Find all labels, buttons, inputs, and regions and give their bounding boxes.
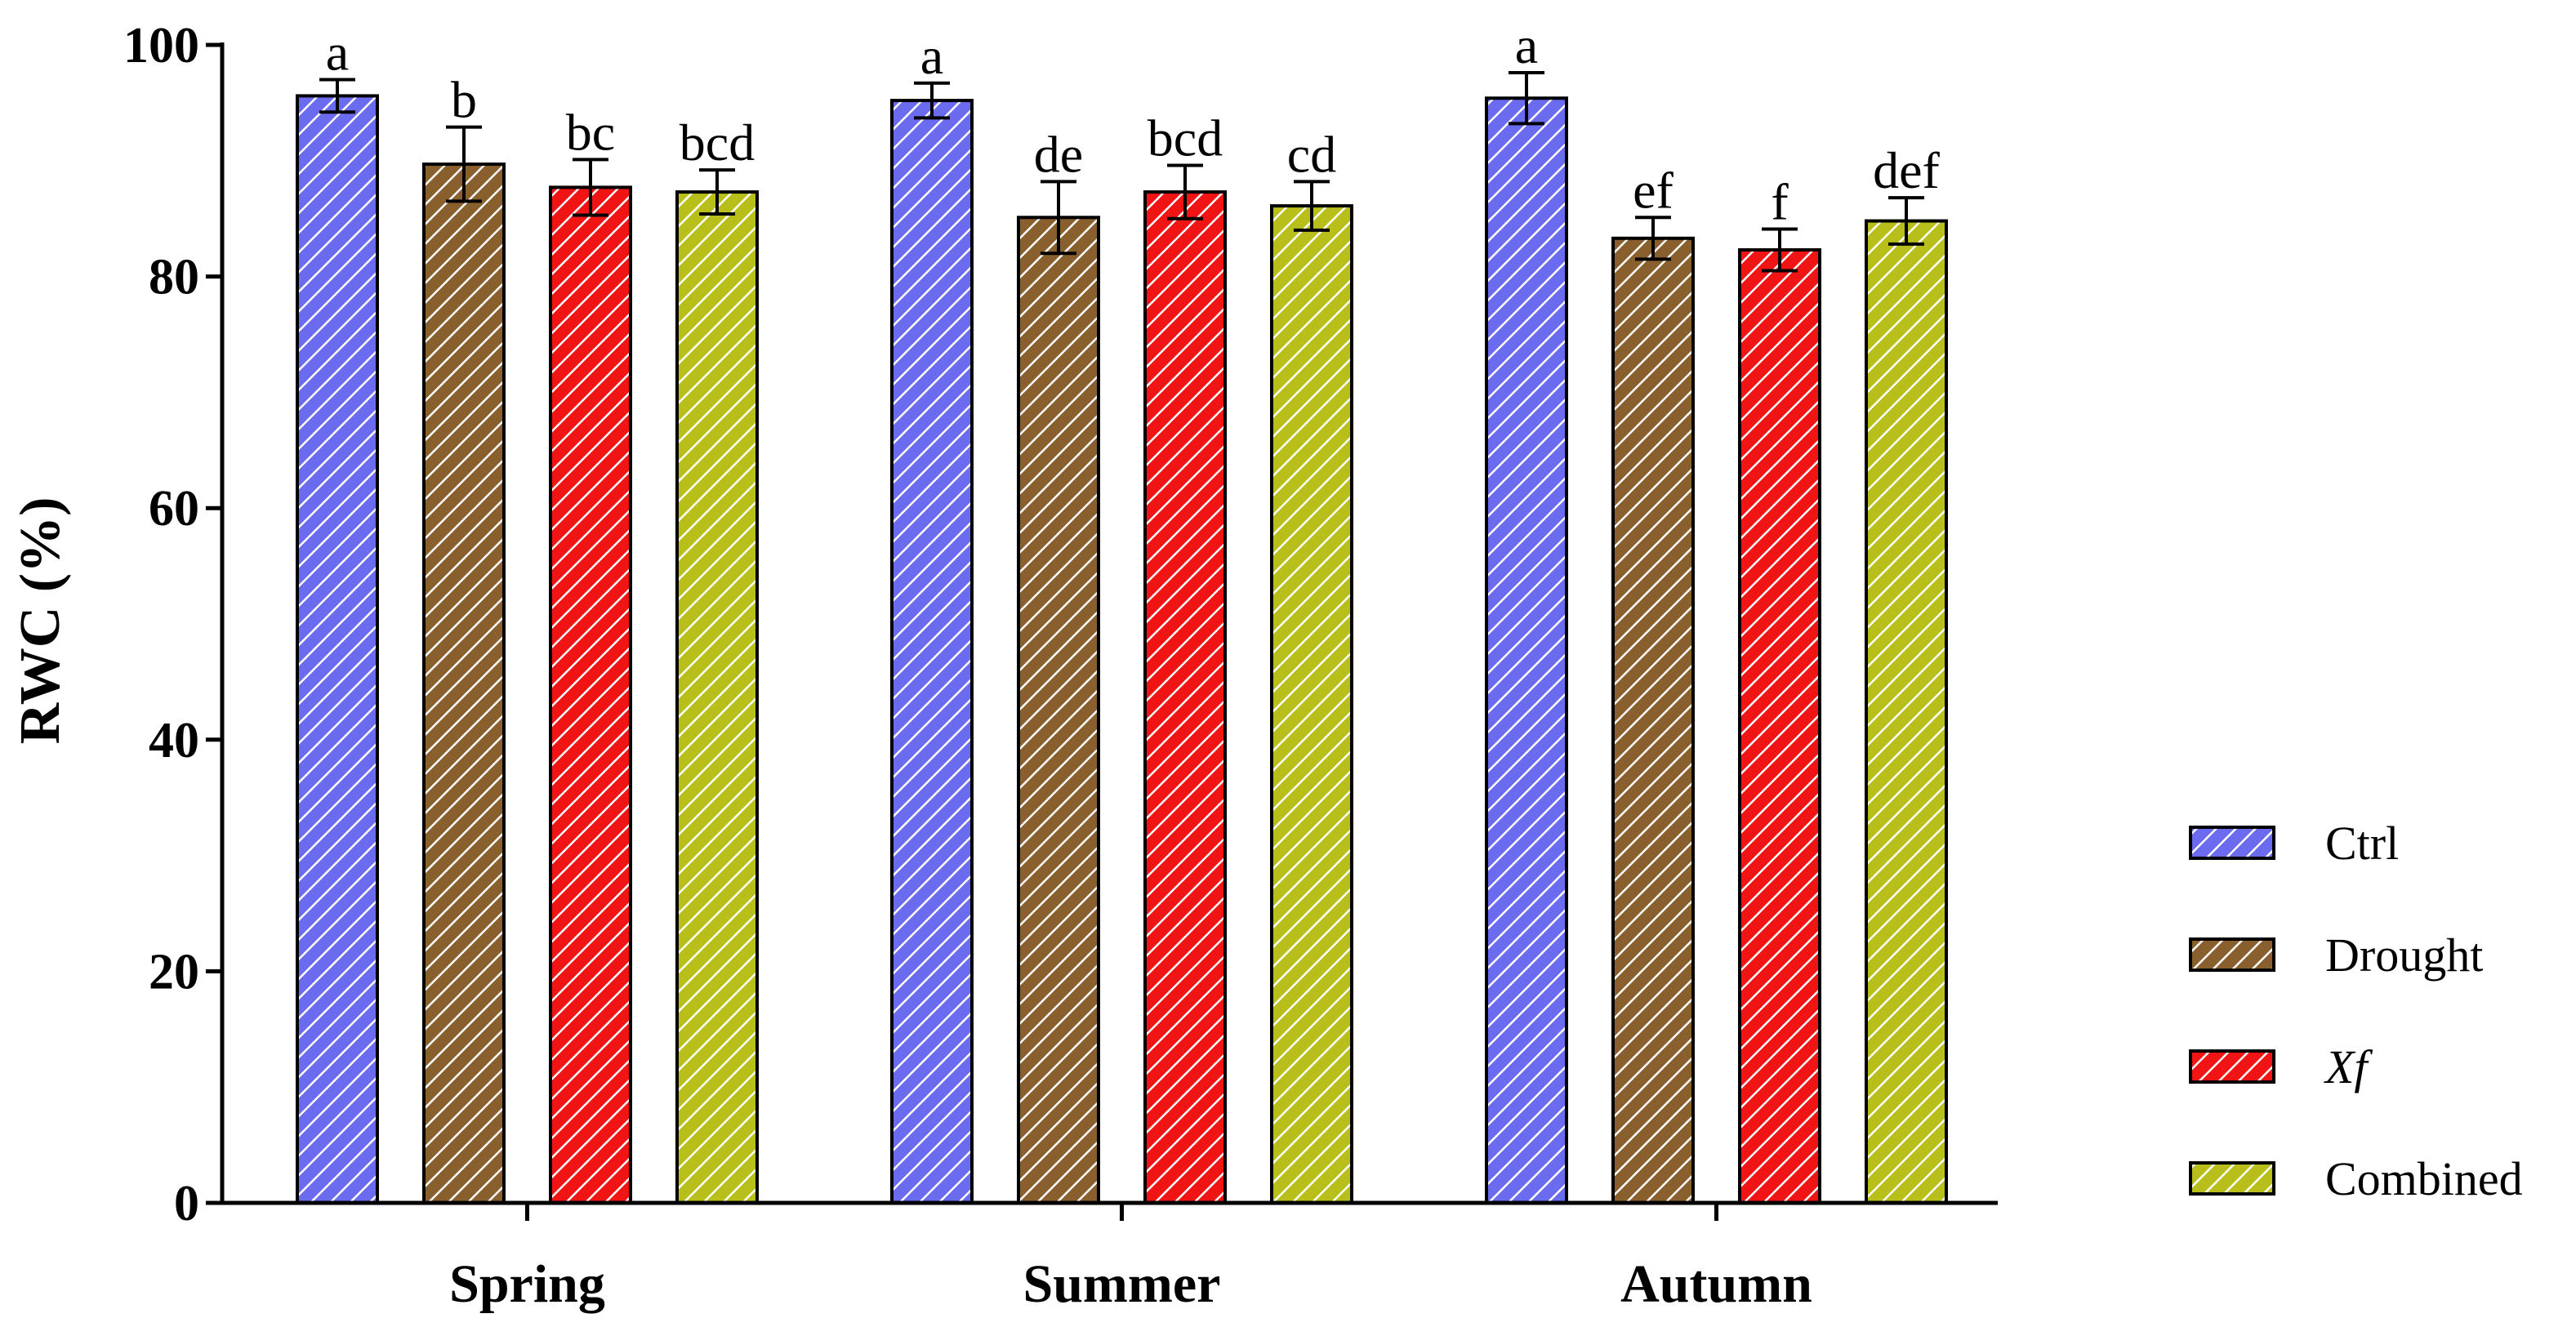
significance-letter-summer-combined: cd [1287, 125, 1336, 183]
legend-label-xf: Xf [2324, 1040, 2373, 1093]
bar-summer-ctrl [890, 99, 974, 1205]
error-bar-autumn-ctrl [1509, 71, 1544, 126]
legend-label-drought: Drought [2325, 929, 2483, 982]
legend-label-ctrl: Ctrl [2325, 817, 2399, 870]
bar-spring-xf [549, 185, 632, 1205]
y-axis-title: RWC (%) [9, 497, 72, 745]
error-bar-summer-drought [1041, 180, 1076, 256]
bar-spring-drought [422, 163, 506, 1205]
bar-autumn-xf [1738, 247, 1821, 1205]
bar-spring-ctrl [296, 94, 379, 1205]
legend-item-xf: Xf [2189, 1040, 2373, 1093]
x-tick-label-summer: Summer [1023, 1254, 1221, 1314]
bar-autumn-ctrl [1485, 96, 1568, 1205]
bar-summer-combined [1270, 204, 1353, 1205]
axes-layer: 0 20 40 60 80 100 Spring Summer Autumn [123, 18, 1998, 1314]
error-bar-summer-combined [1294, 180, 1330, 232]
y-tick-label-0: 0 [174, 1176, 199, 1231]
bar-summer-drought [1017, 216, 1100, 1205]
legend-item-combined: Combined [2189, 1152, 2523, 1205]
error-bar-autumn-combined [1888, 196, 1924, 246]
error-bar-spring-combined [699, 168, 735, 216]
significance-letter-autumn-ctrl: a [1515, 16, 1538, 74]
y-tick-label-20: 20 [149, 944, 199, 1000]
legend-swatch-xf [2189, 1049, 2275, 1084]
significance-letter-autumn-drought: ef [1633, 161, 1674, 219]
y-tick-label-40: 40 [149, 713, 199, 768]
bars-layer: a b bc bcd a de bcd cd a ef f def [296, 16, 1948, 1205]
significance-letter-autumn-xf: f [1771, 172, 1789, 230]
significance-letter-spring-drought: b [451, 71, 477, 129]
legend-swatch-drought [2189, 937, 2275, 972]
significance-letter-spring-ctrl: a [326, 24, 349, 82]
bar-autumn-drought [1611, 236, 1695, 1205]
error-bar-autumn-xf [1762, 227, 1798, 273]
error-bar-spring-ctrl [319, 78, 355, 114]
legend-item-ctrl: Ctrl [2189, 817, 2399, 870]
error-bar-spring-drought [446, 125, 482, 203]
bar-summer-xf [1143, 190, 1227, 1205]
significance-letter-spring-xf: bc [566, 103, 615, 161]
legend-swatch-ctrl [2189, 826, 2275, 860]
bar-spring-combined [675, 190, 759, 1205]
significance-letter-summer-xf: bcd [1148, 109, 1223, 167]
error-bar-summer-xf [1167, 163, 1203, 220]
error-bar-spring-xf [573, 158, 608, 217]
y-tick-label-100: 100 [123, 18, 199, 73]
error-bar-autumn-drought [1635, 216, 1671, 261]
significance-letter-spring-combined: bcd [680, 114, 755, 171]
legend-swatch-combined [2189, 1161, 2275, 1196]
significance-letter-summer-drought: de [1034, 125, 1083, 183]
legend-label-combined: Combined [2325, 1152, 2523, 1205]
legend: Ctrl Drought Xf Combined [2189, 817, 2523, 1205]
y-tick-label-80: 80 [149, 250, 199, 305]
significance-letter-summer-ctrl: a [920, 27, 943, 85]
y-tick-label-60: 60 [149, 481, 199, 537]
x-tick-label-autumn: Autumn [1620, 1254, 1812, 1314]
legend-item-drought: Drought [2189, 929, 2483, 982]
x-tick-label-spring: Spring [449, 1254, 605, 1314]
significance-letter-autumn-combined: def [1873, 141, 1940, 199]
bar-autumn-combined [1865, 219, 1948, 1205]
error-bar-summer-ctrl [914, 81, 950, 120]
